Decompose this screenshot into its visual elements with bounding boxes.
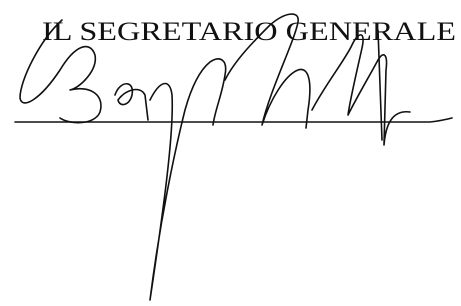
signature-line [15,118,452,122]
signature-stroke [378,30,382,140]
page: {"title": "IL SEGRETARIO GENERALE"} IL S… [0,0,461,306]
signature-stroke [312,35,410,145]
signature-stroke [150,59,226,300]
signature-stroke [115,84,148,120]
document: IL SEGRETARIO GENERALE [0,0,461,306]
signatory-title: IL SEGRETARIO GENERALE [42,17,456,46]
signature [15,14,452,300]
